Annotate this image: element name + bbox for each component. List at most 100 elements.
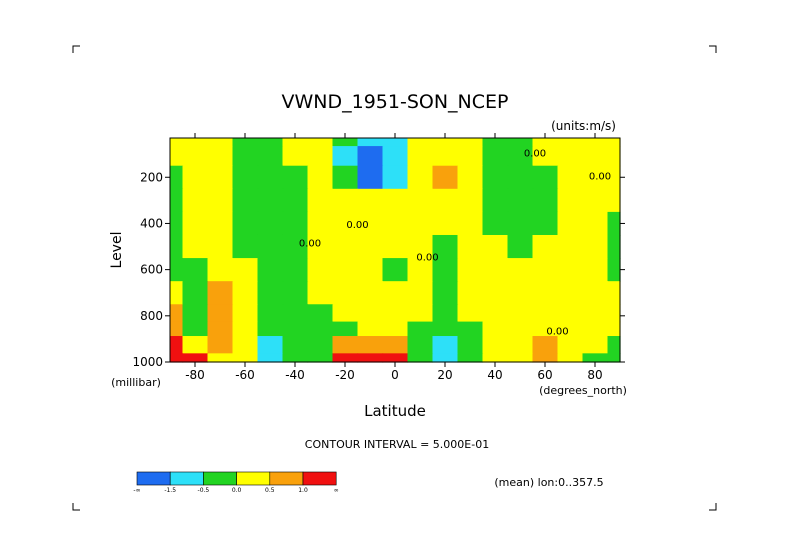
contour-cell [582, 321, 609, 337]
contour-cell [307, 165, 334, 190]
contour-cell [357, 165, 384, 190]
colorbar-label: 0.0 [232, 487, 242, 494]
contour-cell [282, 234, 309, 259]
contour-cell [232, 234, 259, 259]
contour-cell [232, 336, 259, 354]
contour-cell [532, 304, 559, 323]
contour-cell [332, 258, 359, 282]
contour-cell [332, 188, 359, 213]
contour-cell [507, 165, 534, 190]
contour-cell [607, 321, 621, 337]
contour-cell [332, 146, 359, 167]
y-tick-label: 1000 [132, 355, 163, 369]
contour-cell [307, 211, 334, 236]
contour-cell [457, 353, 484, 363]
colorbar-label: 1.0 [298, 487, 308, 494]
contour-cell [582, 211, 609, 236]
contour-cell [582, 304, 609, 323]
contour-cell [382, 353, 409, 363]
colorbar-label: ∞ [334, 487, 339, 494]
mean-longitude-text: (mean) lon:0..357.5 [494, 476, 603, 489]
contour-cell [557, 258, 584, 282]
contour-field [170, 138, 621, 363]
contour-cell [282, 165, 309, 190]
contour-cell [557, 321, 584, 337]
x-tick-label: 0 [391, 368, 399, 382]
contour-cell [382, 304, 409, 323]
contour-cell [357, 188, 384, 213]
x-tick-label: -80 [185, 368, 205, 382]
contour-cell [257, 188, 284, 213]
contour-cell [407, 188, 434, 213]
contour-cell [207, 258, 234, 282]
y-axis: 200 400 600 800 1000 [132, 170, 625, 369]
contour-cell [607, 211, 621, 236]
contour-cell [432, 353, 459, 363]
contour-cell [207, 234, 234, 259]
contour-cell [332, 281, 359, 305]
contour-cell [582, 138, 609, 147]
contour-cell [207, 165, 234, 190]
contour-cell [557, 165, 584, 190]
contour-cell [357, 321, 384, 337]
contour-cell [607, 146, 621, 167]
colorbar-label: 0.5 [265, 487, 275, 494]
contour-cell [382, 336, 409, 354]
contour-cell [507, 304, 534, 323]
x-tick-label: -60 [235, 368, 255, 382]
contour-cell [207, 321, 234, 337]
contour-cell [532, 146, 559, 167]
contour-cell [482, 165, 509, 190]
contour-cell [232, 146, 259, 167]
contour-cell [407, 138, 434, 147]
contour-cell [532, 211, 559, 236]
contour-cell [457, 336, 484, 354]
y-tick-label: 200 [140, 170, 163, 184]
contour-cell [257, 165, 284, 190]
contour-cell [282, 353, 309, 363]
contour-cell [407, 336, 434, 354]
contour-cell [232, 281, 259, 305]
contour-cell [207, 281, 234, 305]
contour-cell [257, 138, 284, 147]
contour-cell [332, 336, 359, 354]
contour-cell [607, 188, 621, 213]
contour-cell [182, 165, 209, 190]
colorbar-swatch [302, 471, 337, 486]
contour-cell [282, 281, 309, 305]
contour-cell [407, 304, 434, 323]
contour-cell [182, 146, 209, 167]
contour-cell [432, 258, 459, 282]
contour-cell [457, 321, 484, 337]
contour-cell [332, 234, 359, 259]
contour-cell [257, 336, 284, 354]
contour-cell [432, 321, 459, 337]
contour-cell [507, 281, 534, 305]
contour-cell [607, 304, 621, 323]
x-axis-label: Latitude [364, 402, 426, 420]
colorbar-swatch [203, 471, 237, 486]
contour-cell [382, 146, 409, 167]
contour-cell [457, 281, 484, 305]
contour-cell [607, 336, 621, 354]
contour-cell [457, 165, 484, 190]
colorbar-swatch [169, 471, 204, 486]
contour-cell [182, 138, 209, 147]
contour-cell [457, 211, 484, 236]
contour-label: 0.00 [299, 239, 321, 250]
contour-cell [332, 353, 359, 363]
contour-cell [332, 321, 359, 337]
contour-label: 0.00 [546, 326, 568, 337]
x-tick-label: 80 [587, 368, 602, 382]
contour-cell [507, 234, 534, 259]
contour-cell [170, 234, 184, 259]
contour-cell [407, 353, 434, 363]
contour-cell [432, 304, 459, 323]
contour-cell [482, 281, 509, 305]
contour-cell [607, 353, 621, 363]
contour-cell [357, 138, 384, 147]
contour-cell [582, 353, 609, 363]
contour-cell [282, 188, 309, 213]
contour-cell [457, 146, 484, 167]
